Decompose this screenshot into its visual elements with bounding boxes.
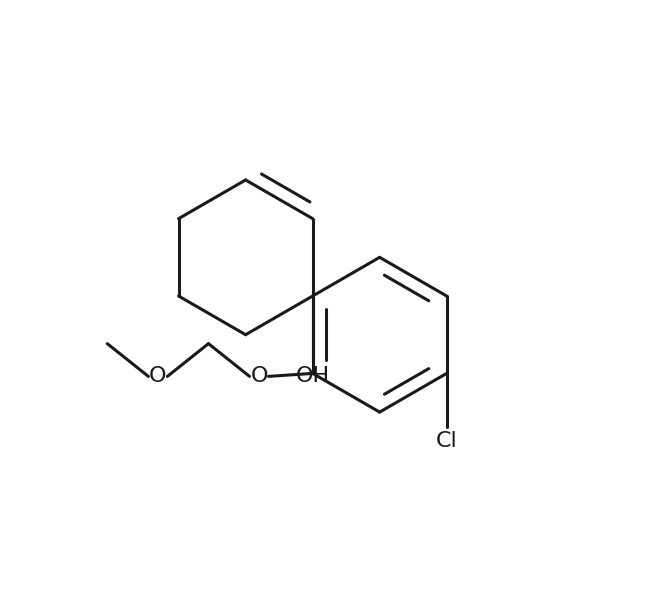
Text: O: O xyxy=(149,367,167,386)
Text: Cl: Cl xyxy=(436,431,458,450)
Text: OH: OH xyxy=(295,366,330,386)
Text: O: O xyxy=(251,367,268,386)
